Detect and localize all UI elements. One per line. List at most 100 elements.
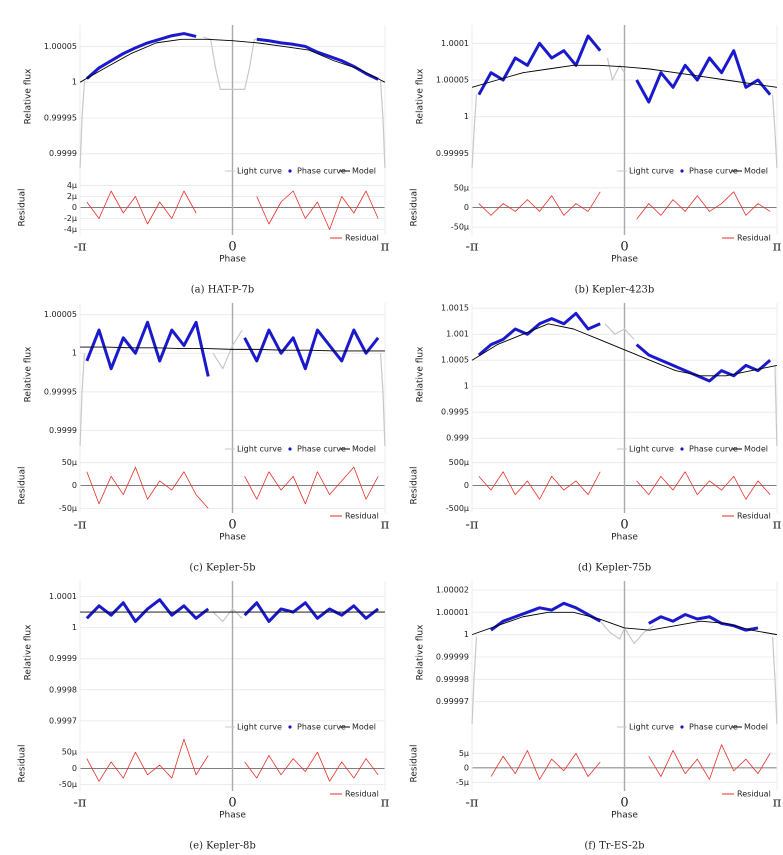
y-tick-label: 50μ [454, 183, 469, 192]
y-tick-label: 50μ [62, 748, 77, 757]
light-curve [79, 36, 386, 169]
legend-label: Phase curve [297, 167, 346, 176]
legend-label: Model [352, 723, 376, 732]
x-axis-label: Phase [611, 811, 638, 821]
y-tick-label: 1.0015 [441, 304, 469, 313]
x-axis-label: Phase [611, 255, 638, 265]
x-tick-label: 0 [228, 796, 236, 811]
x-axis-label: Phase [219, 533, 246, 543]
y-tick-label: 1 [464, 630, 469, 639]
y-axis-label: Residual [410, 466, 420, 504]
legend-symbol [288, 169, 292, 173]
y-tick-label: 0.9999 [49, 426, 77, 435]
y-axis-label: Relative flux [416, 624, 426, 681]
x-tick-label: -π [74, 518, 87, 533]
residual-curve [86, 466, 379, 509]
residual-curve [478, 191, 771, 220]
legend-label: Model [744, 167, 768, 176]
legend-label: Light curve [629, 445, 674, 454]
y-tick-label: 1.0005 [441, 356, 469, 365]
x-axis-label: Phase [219, 255, 246, 265]
legend-symbol [288, 725, 292, 729]
y-tick-label: 1.00005 [436, 76, 469, 85]
legend-symbol [680, 447, 684, 451]
legend-label: Residual [737, 234, 771, 243]
y-tick-label: 0.99995 [44, 113, 77, 122]
light-curve [471, 57, 778, 169]
y-tick-label: -50μ [451, 223, 469, 232]
y-tick-label: 0 [464, 481, 469, 490]
model-curve [79, 38, 386, 83]
x-tick-label: 0 [620, 518, 628, 533]
caption: (c) Kepler-5b [189, 563, 255, 574]
legend-label: Residual [345, 790, 379, 799]
legend-label: Phase curve [689, 445, 738, 454]
caption: (e) Kepler-8b [189, 841, 255, 852]
residual-curve [86, 190, 379, 230]
x-tick-label: π [381, 796, 390, 811]
residual-curve [478, 471, 771, 500]
legend-label: Model [744, 445, 768, 454]
caption: (f) Tr-ES-2b [584, 841, 644, 852]
y-tick-label: 1.0001 [49, 592, 77, 601]
y-axis-label: Residual [18, 744, 28, 782]
y-tick-label: 50μ [62, 458, 77, 467]
legend-label: Residual [737, 512, 771, 521]
y-tick-label: 1 [72, 623, 77, 632]
model-curve [471, 323, 778, 377]
legend-label: Light curve [237, 167, 282, 176]
y-tick-label: 5μ [459, 749, 469, 758]
residual-curve [490, 744, 771, 780]
x-tick-label: π [773, 796, 782, 811]
y-tick-label: 0 [464, 203, 469, 212]
x-tick-label: 0 [620, 796, 628, 811]
x-tick-label: -π [466, 518, 479, 533]
light-curve [212, 608, 243, 623]
model-curve [80, 346, 385, 352]
legend-symbol [680, 725, 684, 729]
x-tick-label: 0 [228, 240, 236, 255]
legend-label: Model [352, 167, 376, 176]
y-tick-label: 0.99997 [436, 697, 469, 706]
y-tick-label: -50μ [59, 780, 77, 789]
legend-label: Phase curve [297, 723, 346, 732]
y-axis-label: Residual [18, 188, 28, 226]
y-tick-label: 1 [72, 349, 77, 358]
y-axis-label: Relative flux [24, 346, 34, 403]
residual-curve [86, 738, 379, 782]
y-tick-label: 0.9998 [49, 685, 77, 694]
y-tick-label: -50μ [59, 504, 77, 513]
x-tick-label: -π [74, 240, 87, 255]
x-axis-label: Phase [219, 811, 246, 821]
y-tick-label: 0 [72, 203, 77, 212]
y-tick-label: 1.00005 [44, 42, 77, 51]
legend-symbol [680, 169, 684, 173]
y-tick-label: 1.001 [446, 330, 469, 339]
legend-label: Light curve [237, 723, 282, 732]
y-tick-label: 1 [72, 78, 77, 87]
y-tick-label: 1.00001 [436, 608, 469, 617]
y-axis-label: Residual [410, 188, 420, 226]
x-tick-label: π [773, 240, 782, 255]
x-tick-label: -π [466, 796, 479, 811]
caption: (b) Kepler-423b [575, 285, 655, 296]
y-tick-label: 0 [72, 481, 77, 490]
legend-label: Model [352, 445, 376, 454]
legend-label: Phase curve [689, 167, 738, 176]
y-tick-label: 0.9999 [49, 654, 77, 663]
y-tick-label: 1 [464, 382, 469, 391]
y-axis-label: Relative flux [416, 346, 426, 403]
caption: (a) HAT-P-7b [191, 285, 254, 296]
caption: (d) Kepler-75b [578, 563, 651, 574]
y-tick-label: 0.9999 [49, 149, 77, 158]
phase-curve [85, 320, 380, 377]
y-tick-label: 0.9997 [49, 716, 77, 725]
y-tick-label: 0.99999 [436, 652, 469, 661]
y-tick-label: 1 [464, 112, 469, 121]
legend-label: Light curve [629, 167, 674, 176]
y-tick-label: 500μ [449, 458, 469, 467]
legend-label: Phase curve [689, 723, 738, 732]
legend-label: Light curve [629, 723, 674, 732]
